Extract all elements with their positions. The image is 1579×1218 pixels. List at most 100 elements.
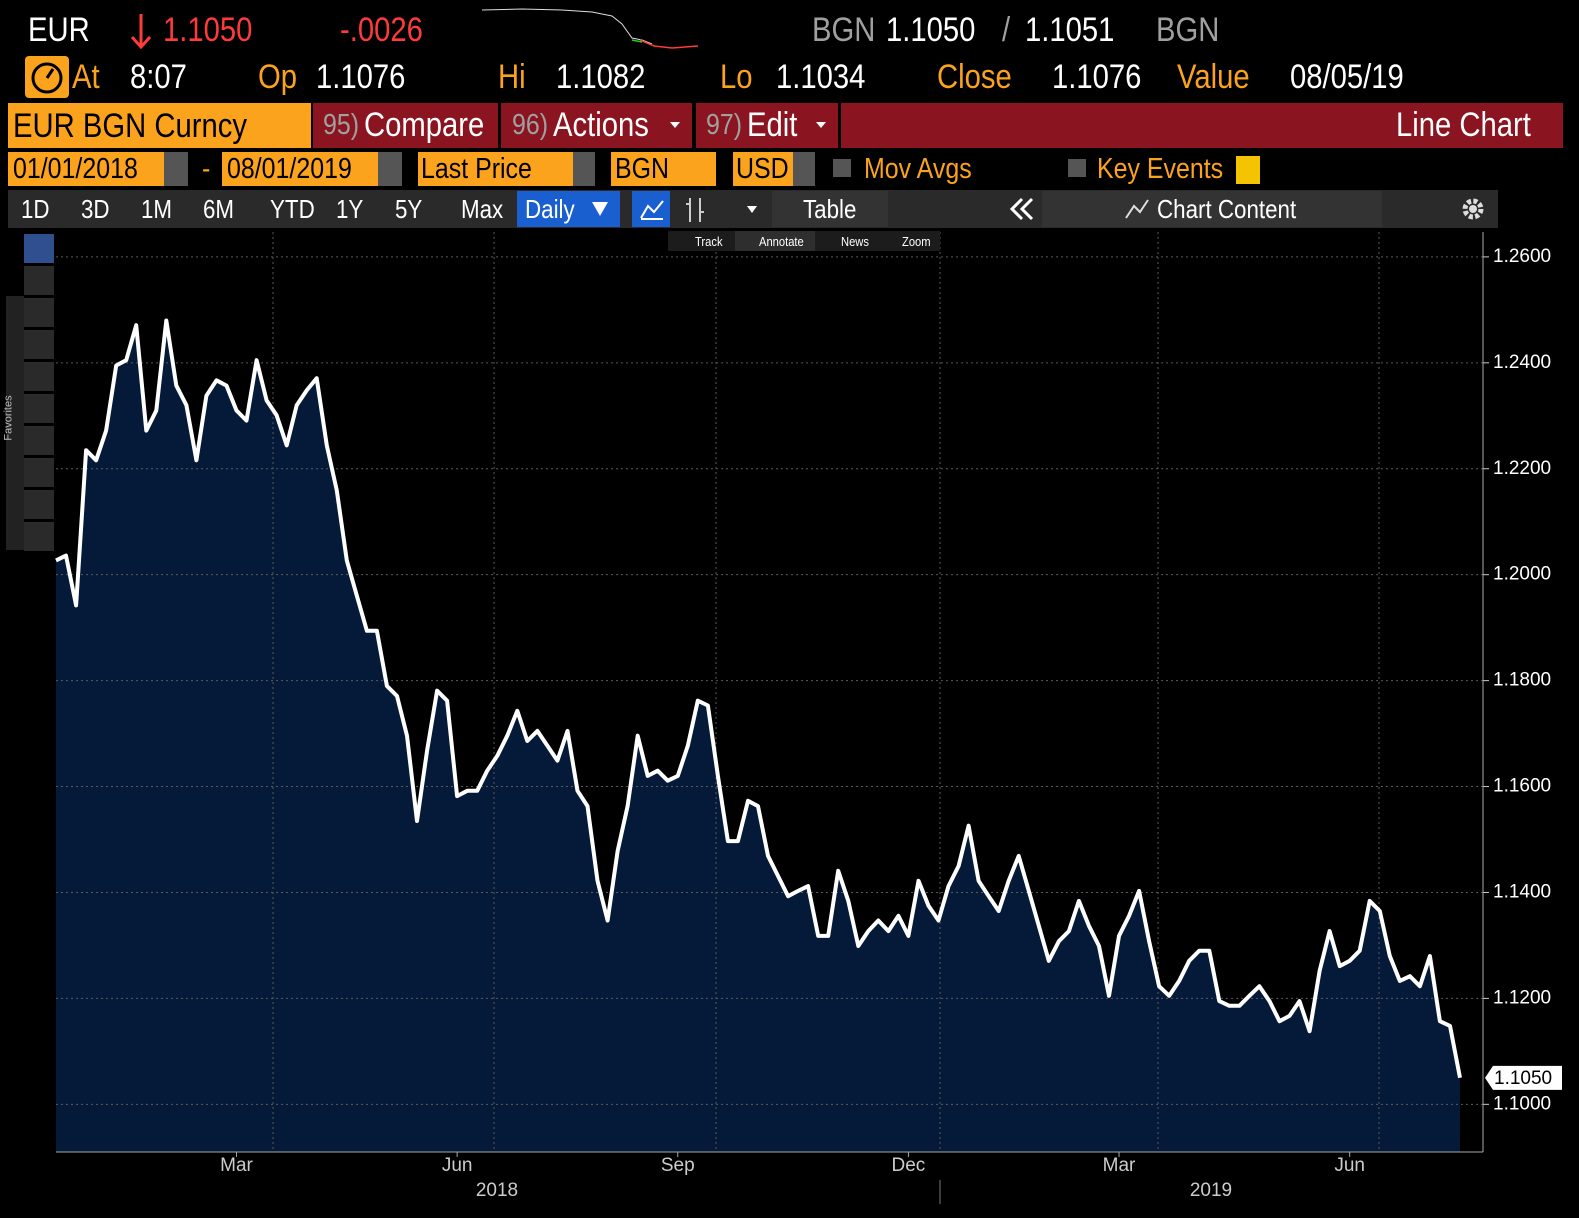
y-tick-label: 1.2200 bbox=[1493, 458, 1551, 479]
dropdown-arrow bbox=[747, 206, 757, 213]
period-button[interactable]: 6M bbox=[203, 194, 235, 224]
menu-label[interactable]: Actions bbox=[553, 106, 649, 144]
mov-avgs[interactable]: Mov Avgs bbox=[864, 153, 972, 185]
y-tick-label: 1.2600 bbox=[1493, 246, 1551, 267]
edit-button[interactable] bbox=[696, 103, 838, 148]
chart-content[interactable]: Chart Content bbox=[1157, 194, 1297, 224]
annotate-active bbox=[735, 231, 815, 251]
currency[interactable]: USD bbox=[736, 153, 789, 185]
ask-currency: BGN bbox=[1156, 11, 1220, 49]
value-label: 1.1050 bbox=[1494, 1068, 1552, 1089]
currency-box[interactable] bbox=[733, 152, 793, 186]
low-label: Lo bbox=[720, 58, 753, 96]
down-arrow bbox=[130, 14, 152, 50]
settings-icon[interactable] bbox=[1461, 197, 1485, 221]
net-change: -.0026 bbox=[340, 11, 423, 49]
tool[interactable]: Annotate bbox=[759, 234, 804, 249]
period-button[interactable]: 3D bbox=[81, 194, 110, 224]
price-line bbox=[55, 318, 1462, 1079]
y-tick-label: 1.1800 bbox=[1493, 670, 1551, 691]
period-button[interactable]: 5Y bbox=[395, 194, 423, 224]
frequency[interactable]: Daily bbox=[525, 194, 575, 224]
y-tick-label: 1.1000 bbox=[1493, 1093, 1551, 1114]
period-button[interactable]: 1Y bbox=[336, 194, 364, 224]
view-bar bbox=[841, 103, 1563, 148]
x-tick-label: Dec bbox=[892, 1155, 926, 1176]
icon bbox=[1125, 199, 1149, 219]
menu-number: 96) bbox=[512, 109, 549, 141]
tool[interactable]: Track bbox=[695, 234, 723, 249]
field[interactable]: Last Price bbox=[421, 153, 532, 185]
dropdown-arrow bbox=[816, 122, 826, 128]
drawing-tool[interactable] bbox=[24, 458, 54, 487]
x-tick-label: Jun bbox=[1334, 1155, 1365, 1176]
drawing-tool[interactable] bbox=[24, 330, 54, 359]
value-date: 08/05/19 bbox=[1290, 58, 1404, 96]
start-date[interactable]: 01/01/2018 bbox=[13, 153, 138, 185]
drawing-tool[interactable] bbox=[24, 266, 54, 295]
year-label: 2019 bbox=[1190, 1180, 1232, 1201]
period-button[interactable]: 1M bbox=[141, 194, 173, 224]
period-button[interactable]: 1D bbox=[21, 194, 50, 224]
field-box[interactable] bbox=[418, 152, 573, 186]
table[interactable]: Table bbox=[803, 194, 857, 224]
drawing-tool[interactable] bbox=[24, 394, 54, 423]
y-tick-label: 1.1400 bbox=[1493, 881, 1551, 902]
calendar-icon[interactable] bbox=[164, 152, 188, 186]
start-date-box[interactable] bbox=[8, 152, 164, 186]
period-button[interactable]: Max bbox=[461, 194, 504, 224]
checkbox[interactable] bbox=[833, 159, 851, 177]
drawing-tool[interactable] bbox=[24, 490, 54, 519]
calendar-icon[interactable] bbox=[378, 152, 402, 186]
low: 1.1034 bbox=[776, 58, 866, 96]
icon bbox=[640, 200, 664, 220]
chart-content-button[interactable] bbox=[1042, 191, 1382, 227]
dropdown-arrow bbox=[670, 122, 680, 128]
view-name: Line Chart bbox=[1396, 106, 1531, 144]
end-date-box[interactable] bbox=[222, 152, 378, 186]
at-label: At bbox=[72, 58, 100, 96]
x-tick-label: Sep bbox=[661, 1155, 695, 1176]
drawing-tool[interactable] bbox=[24, 522, 54, 551]
menu-label[interactable]: Compare bbox=[364, 106, 485, 144]
area bbox=[56, 320, 1460, 1152]
actions-button[interactable] bbox=[501, 103, 692, 148]
table-button[interactable] bbox=[772, 191, 888, 227]
tool[interactable]: Zoom bbox=[902, 234, 931, 249]
dropdown[interactable] bbox=[793, 152, 815, 186]
security-box[interactable] bbox=[8, 103, 311, 148]
pricing[interactable]: BGN bbox=[615, 153, 670, 185]
dropdown[interactable] bbox=[573, 152, 595, 186]
drawing-tool[interactable] bbox=[24, 234, 54, 263]
info-icon[interactable] bbox=[1236, 156, 1260, 184]
end-date[interactable]: 08/01/2019 bbox=[227, 153, 352, 185]
tool[interactable]: News bbox=[841, 234, 869, 249]
y-tick-label: 1.2400 bbox=[1493, 352, 1551, 373]
ticker: EUR bbox=[28, 11, 90, 49]
menu-label[interactable]: Edit bbox=[747, 106, 798, 144]
time: 8:07 bbox=[130, 58, 187, 96]
favorites-label: Favorites bbox=[2, 395, 15, 441]
clock-icon bbox=[25, 56, 69, 98]
collapse-icon[interactable] bbox=[1008, 196, 1036, 222]
menu-number: 97) bbox=[706, 109, 743, 141]
period-button[interactable]: YTD bbox=[270, 194, 315, 224]
separator: / bbox=[1002, 11, 1011, 49]
y-tick-label: 1.1200 bbox=[1493, 987, 1551, 1008]
year-label: 2018 bbox=[476, 1180, 518, 1201]
security[interactable]: EUR BGN Curncy bbox=[13, 107, 247, 145]
bar-chart-icon[interactable] bbox=[684, 196, 706, 224]
y-tick-label: 1.1600 bbox=[1493, 776, 1551, 797]
key-events[interactable]: Key Events bbox=[1097, 153, 1224, 185]
menu-number: 95) bbox=[323, 109, 360, 141]
open-label: Op bbox=[258, 58, 298, 96]
compare-button[interactable] bbox=[313, 103, 498, 148]
pricing-box[interactable] bbox=[611, 152, 716, 186]
favorites-tab[interactable] bbox=[6, 296, 24, 550]
drawing-tool[interactable] bbox=[24, 426, 54, 455]
x-tick-label: Mar bbox=[220, 1155, 253, 1176]
drawing-tool[interactable] bbox=[24, 362, 54, 391]
checkbox[interactable] bbox=[1068, 159, 1086, 177]
drawing-tool[interactable] bbox=[24, 298, 54, 327]
